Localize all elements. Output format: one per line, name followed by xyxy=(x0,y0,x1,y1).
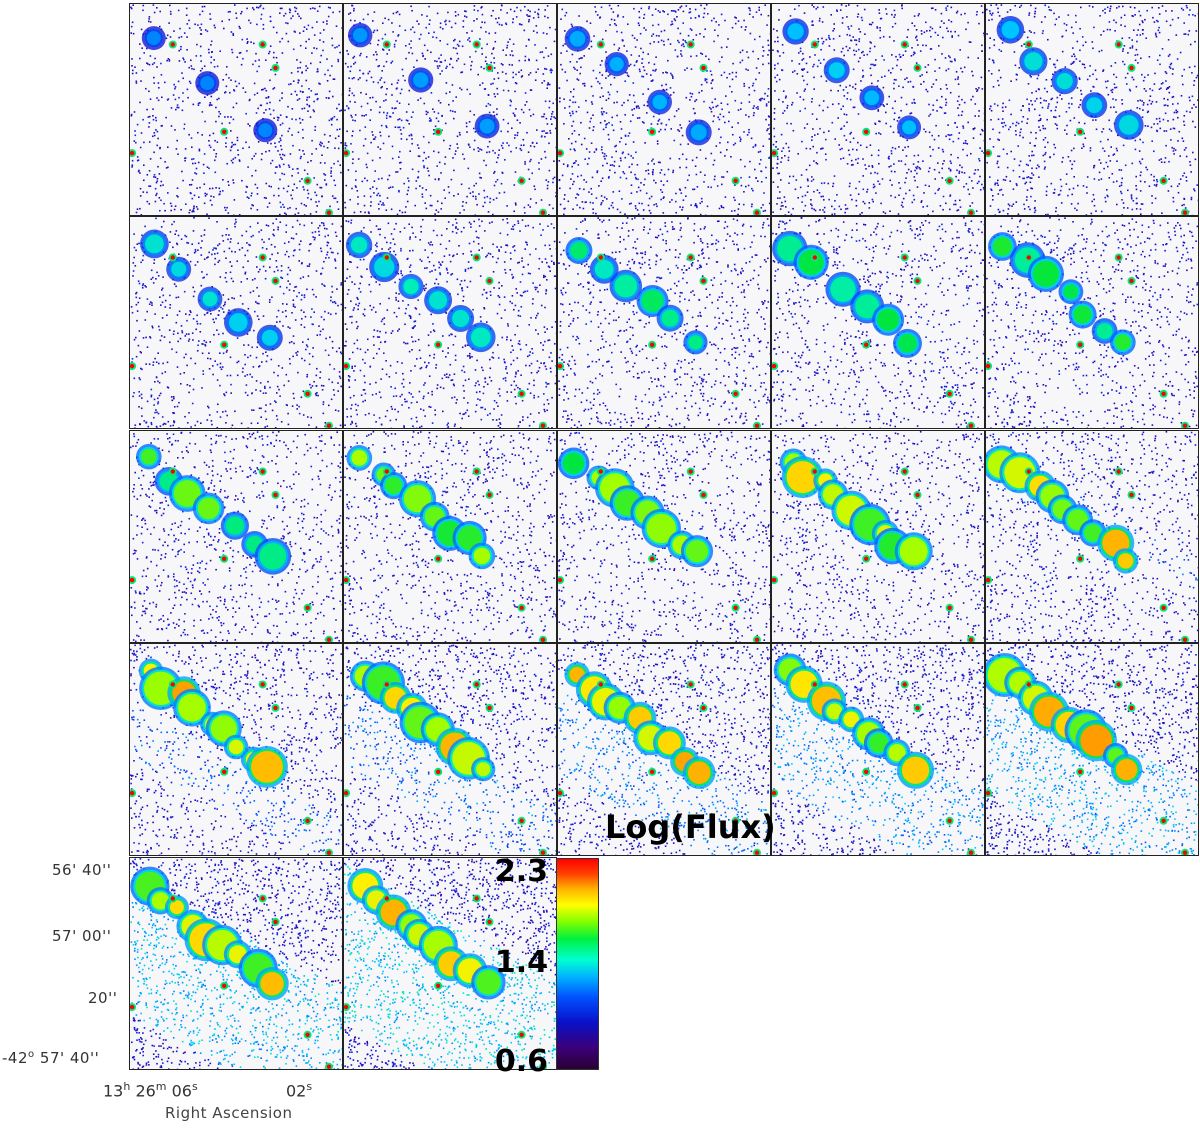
panel-image xyxy=(558,217,770,428)
panel-image xyxy=(986,4,1198,215)
y-tick-value-4: 57' 40'' xyxy=(40,1049,99,1067)
x-tick-s2: 02 xyxy=(286,1081,306,1100)
channel-panel-15 xyxy=(985,430,1199,643)
channel-panel-21 xyxy=(129,857,343,1070)
panel-image xyxy=(986,431,1198,642)
y-tick-label-3: 20'' xyxy=(88,989,117,1007)
x-tick-label-2: 02s xyxy=(286,1080,312,1100)
channel-panel-16 xyxy=(129,643,343,856)
colorbar-tick-min: 0.6 xyxy=(478,1044,548,1079)
channel-panel-17 xyxy=(343,643,557,856)
colorbar-tick-max: 2.3 xyxy=(478,854,548,889)
channel-panel-1 xyxy=(129,3,343,216)
panel-image xyxy=(772,217,984,428)
panel-image xyxy=(344,644,556,855)
channel-panel-9 xyxy=(771,216,985,429)
panel-image xyxy=(130,644,342,855)
panel-image xyxy=(344,218,556,428)
channel-panel-5 xyxy=(985,3,1199,216)
y-tick-label-4: -42o 57' 40'' xyxy=(2,1049,99,1067)
channel-panel-20 xyxy=(985,643,1199,856)
y-tick-label-2: 57' 00'' xyxy=(52,927,111,945)
channel-panel-8 xyxy=(557,216,771,429)
channel-panel-18 xyxy=(557,643,771,856)
x-tick-label-1: 13h 26m 06s xyxy=(103,1080,198,1100)
x-tick-s2-sup: s xyxy=(306,1080,312,1093)
y-deg-sup: o xyxy=(28,1049,35,1060)
panel-image xyxy=(130,431,342,642)
panel-image xyxy=(130,858,342,1069)
panel-image xyxy=(558,431,770,642)
panel-image xyxy=(986,644,1198,855)
channel-panel-3 xyxy=(557,3,771,216)
channel-panel-4 xyxy=(771,3,985,216)
colorbar-title: Log(Flux) xyxy=(605,808,776,846)
colorbar xyxy=(556,858,599,1070)
panel-image xyxy=(986,217,1198,428)
panel-image xyxy=(772,644,984,855)
x-tick-s-sup: s xyxy=(192,1080,198,1093)
x-axis-title: Right Ascension xyxy=(165,1104,293,1122)
channel-panel-7 xyxy=(343,216,557,429)
panel-image xyxy=(772,431,984,642)
channel-panel-10 xyxy=(985,216,1199,429)
x-tick-h-sup: h xyxy=(123,1080,130,1093)
colorbar-tick-mid: 1.4 xyxy=(478,945,548,980)
panel-image xyxy=(344,858,556,1069)
x-tick-m: 26 xyxy=(135,1081,155,1100)
panel-image xyxy=(772,4,984,215)
channel-panel-13 xyxy=(557,430,771,643)
panel-image xyxy=(558,4,770,215)
panel-image xyxy=(558,644,770,855)
y-tick-label-1: 56' 40'' xyxy=(52,861,111,879)
panel-image xyxy=(344,4,556,215)
channel-panel-2 xyxy=(343,3,557,216)
channel-panel-12 xyxy=(343,430,557,643)
x-tick-h: 13 xyxy=(103,1081,123,1100)
x-tick-s: 06 xyxy=(172,1081,192,1100)
channel-panel-14 xyxy=(771,430,985,643)
channel-panel-11 xyxy=(129,430,343,643)
channel-panel-6 xyxy=(129,216,343,429)
panel-image xyxy=(130,217,342,428)
y-deg-value: -42 xyxy=(2,1049,28,1067)
x-tick-m-sup: m xyxy=(156,1080,167,1093)
panel-image xyxy=(130,4,342,215)
channel-panel-22 xyxy=(343,857,557,1070)
channel-panel-19 xyxy=(771,643,985,856)
panel-image xyxy=(344,431,556,642)
